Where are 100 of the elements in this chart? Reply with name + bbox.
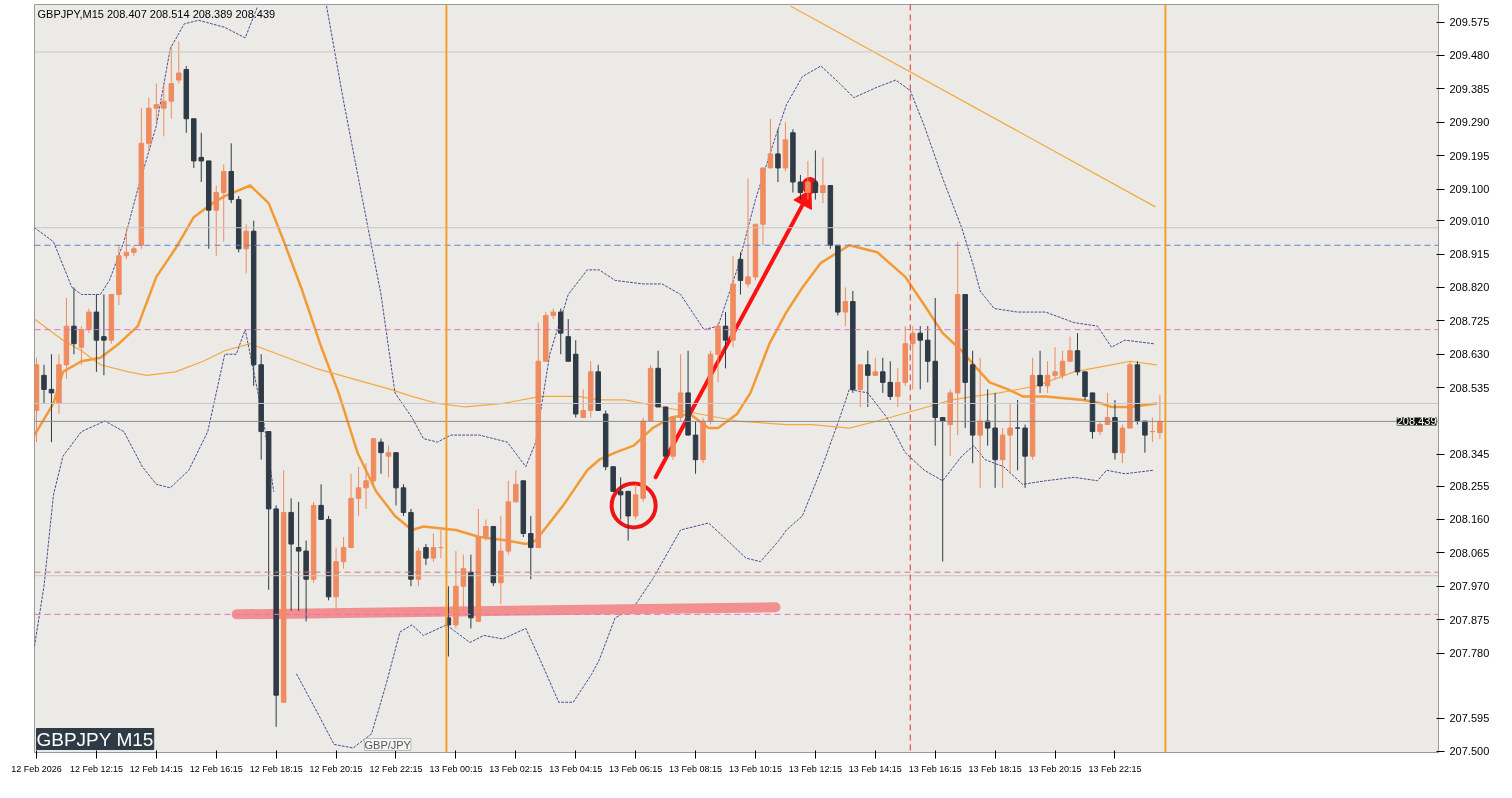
y-tick-label: 209.385: [1449, 82, 1490, 95]
candlestick: [722, 311, 729, 369]
candlestick: [363, 462, 369, 510]
y-tick-label: 208.345: [1449, 448, 1490, 461]
x-tick-label: 12 Feb 2026: [11, 763, 62, 774]
candlestick: [220, 163, 227, 243]
y-tick-label: 209.195: [1449, 149, 1490, 162]
candlestick: [1044, 360, 1051, 394]
y-tick-label: 208.915: [1449, 248, 1490, 261]
y-tick-label: 209.290: [1449, 116, 1490, 129]
y-tick-label: 208.160: [1449, 513, 1490, 526]
candlestick: [355, 466, 362, 517]
candlestick: [812, 149, 819, 201]
x-tick-label: 12 Feb 18:15: [249, 763, 303, 774]
candlestick: [939, 417, 946, 563]
candlestick: [483, 518, 489, 542]
x-tick-label: 12 Feb 12:15: [69, 763, 123, 774]
y-tick-label: 207.970: [1449, 580, 1490, 593]
candlestick: [984, 388, 991, 447]
y-tick-label: 209.575: [1449, 16, 1490, 29]
candlestick: [378, 438, 384, 475]
candlestick: [176, 40, 182, 85]
x-tick-label: 13 Feb 04:15: [549, 763, 603, 774]
candlestick: [295, 501, 302, 612]
y-tick-label: 208.255: [1449, 480, 1490, 493]
candlestick: [243, 223, 249, 274]
x-tick-label: 13 Feb 14:15: [848, 763, 902, 774]
candlestick: [767, 118, 774, 169]
candlestick: [1052, 346, 1058, 380]
candlestick: [1157, 394, 1163, 440]
candlestick: [1074, 332, 1081, 376]
candlestick: [528, 515, 534, 580]
x-tick-label: 13 Feb 02:15: [489, 763, 543, 774]
candlestick: [161, 83, 167, 137]
y-tick-label: 208.725: [1449, 314, 1490, 327]
line-series: [34, 318, 1157, 429]
candlestick: [775, 128, 781, 183]
x-tick-label: 13 Feb 08:15: [669, 763, 723, 774]
x-tick-label: 13 Feb 20:15: [1028, 763, 1082, 774]
annotation: GBP/JPY: [364, 738, 412, 751]
candlestick: [917, 325, 923, 390]
x-tick-label: 12 Feb 20:15: [309, 763, 363, 774]
candlestick: [48, 353, 55, 443]
candlestick: [318, 483, 324, 520]
candlestick: [430, 533, 437, 563]
y-tick-label: 207.500: [1449, 745, 1490, 758]
candlestick: [131, 244, 137, 257]
candlestick: [101, 293, 107, 376]
candlestick: [1142, 420, 1148, 454]
candlestick: [123, 227, 130, 260]
y-tick-label: 208.820: [1449, 281, 1490, 294]
x-tick-label: 13 Feb 22:15: [1088, 763, 1142, 774]
y-tick-label: 208.630: [1449, 348, 1490, 361]
x-tick-label: 13 Feb 12:15: [788, 763, 842, 774]
candlestick: [71, 286, 77, 355]
candlestick: [513, 469, 519, 503]
candlestick: [213, 185, 219, 257]
candlestick: [558, 308, 564, 355]
y-tick-label: 209.100: [1449, 183, 1490, 196]
candlestick: [977, 357, 983, 489]
chart-title: GBPJPY,M15 208.407 208.514 208.389 208.439: [37, 7, 276, 20]
candlestick: [842, 286, 849, 327]
x-tick-label: 12 Feb 22:15: [369, 763, 423, 774]
candlestick: [924, 325, 931, 383]
candlestick: [41, 364, 47, 404]
y-tick-label: 209.010: [1449, 214, 1490, 227]
y-tick-label: 208.535: [1449, 381, 1490, 394]
ref-line-label: 208.439: [1396, 415, 1437, 428]
candlestick: [910, 325, 916, 390]
candlestick: [1007, 402, 1013, 475]
candlestick: [820, 156, 826, 204]
candlestick: [423, 543, 429, 566]
x-tick-label: 13 Feb 00:15: [429, 763, 483, 774]
candlestick: [1037, 350, 1043, 394]
candlestick: [385, 445, 392, 478]
candlestick: [1014, 399, 1021, 471]
candlestick: [1059, 350, 1066, 380]
x-tick-label: 13 Feb 06:15: [609, 763, 663, 774]
x-tick-label: 13 Feb 16:15: [908, 763, 962, 774]
candlestick: [460, 554, 467, 612]
y-tick-label: 208.065: [1449, 546, 1490, 559]
candlestick: [168, 44, 175, 120]
candlestick: [153, 83, 160, 123]
annotation: GBPJPY M15: [36, 728, 154, 750]
x-tick-label: 12 Feb 14:15: [129, 763, 183, 774]
x-tick-label: 13 Feb 18:15: [968, 763, 1022, 774]
candlestick: [1067, 336, 1073, 362]
y-tick-label: 209.480: [1449, 49, 1490, 62]
candlestick: [737, 251, 744, 295]
candlestick: [86, 308, 92, 334]
candlestick: [745, 177, 751, 288]
candlestick: [340, 536, 347, 570]
x-tick-label: 13 Feb 10:15: [728, 763, 782, 774]
x-tick-label: 12 Feb 16:15: [189, 763, 243, 774]
candlestick: [865, 350, 871, 408]
y-tick-label: 207.780: [1449, 647, 1490, 660]
y-tick-label: 207.595: [1449, 712, 1490, 725]
candlestick: [580, 388, 586, 419]
y-tick-label: 207.875: [1449, 613, 1490, 626]
candlestick: [78, 325, 85, 366]
